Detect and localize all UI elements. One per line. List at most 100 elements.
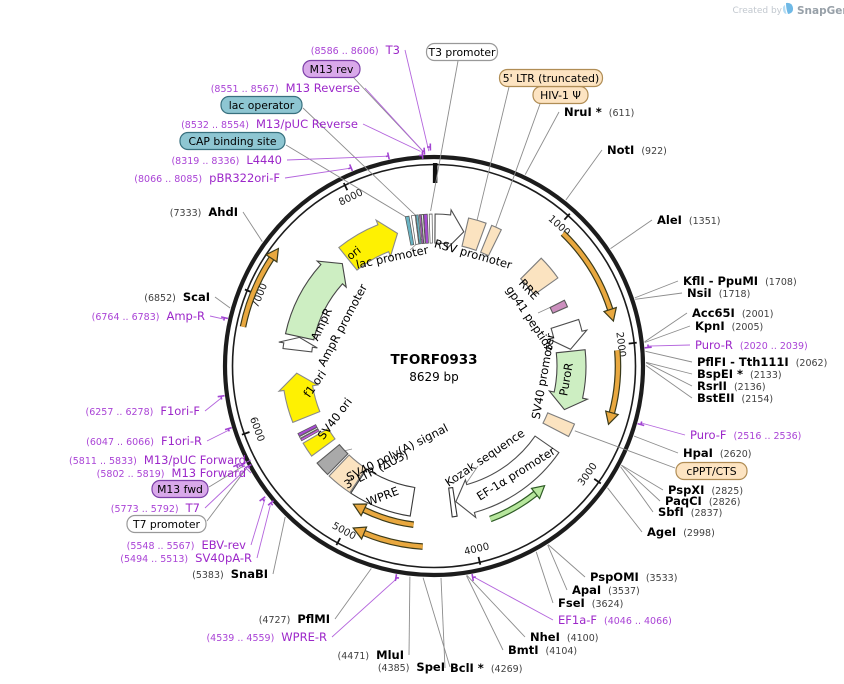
feature-ampR[interactable] bbox=[284, 260, 348, 341]
svg-text:CAP binding site: CAP binding site bbox=[188, 135, 276, 148]
label-rsrii[interactable]: RsrII (2136) bbox=[697, 379, 766, 393]
label-lac-operator[interactable]: lac operator bbox=[220, 95, 303, 115]
label-m13-reverse[interactable]: (8551 .. 8567) M13 Reverse bbox=[211, 81, 360, 95]
label-puro-f[interactable]: Puro-F (2516 .. 2536) bbox=[690, 428, 801, 442]
label-l4440[interactable]: (8319 .. 8336) L4440 bbox=[171, 153, 282, 167]
feature-wpre[interactable] bbox=[350, 468, 416, 517]
feature-f1-ori[interactable] bbox=[277, 372, 321, 424]
primer-site-marks bbox=[217, 143, 652, 582]
feature-ampr-promoter[interactable] bbox=[278, 336, 318, 353]
label-sbfi[interactable]: SbfI (2837) bbox=[658, 505, 722, 519]
feature-5ltr[interactable] bbox=[461, 217, 487, 252]
label-mlui[interactable]: (4471) MluI bbox=[338, 648, 404, 662]
feature-psi[interactable] bbox=[479, 224, 503, 257]
label-m13-rev[interactable]: M13 rev bbox=[302, 59, 361, 79]
label-nrui[interactable]: NruI * (611) bbox=[564, 105, 634, 119]
label-ahdi[interactable]: (7333) AhdI bbox=[170, 205, 238, 219]
label-pflfi[interactable]: PflFI - Tth111I (2062) bbox=[697, 355, 827, 369]
label-pbr322ori-f[interactable]: (8066 .. 8085) pBR322ori-F bbox=[134, 171, 280, 185]
label-cap-binding-site[interactable]: CAP binding site bbox=[179, 131, 286, 151]
feature-m13-site-1[interactable] bbox=[418, 214, 424, 244]
label-hpai[interactable]: HpaI (2620) bbox=[683, 446, 752, 460]
label-noti[interactable]: NotI (922) bbox=[607, 143, 667, 157]
svg-text:lac operator: lac operator bbox=[229, 99, 295, 112]
label-cppt-cts-label[interactable]: cPPT/CTS bbox=[675, 461, 748, 481]
label-hiv1-psi[interactable]: HIV-1 Ψ bbox=[532, 85, 589, 105]
label-ebv-rev[interactable]: (5548 .. 5567) EBV-rev bbox=[127, 538, 247, 552]
label-m13-fwd[interactable]: M13 fwd bbox=[151, 479, 209, 499]
label-nhei[interactable]: NheI (4100) bbox=[530, 630, 598, 644]
feature-label-sv40-promoter[interactable]: SV40 promoter bbox=[529, 332, 558, 420]
feature-cap-binding-site-f[interactable] bbox=[404, 215, 415, 246]
label-agei[interactable]: AgeI (2998) bbox=[647, 525, 715, 539]
feature-sv40-polya[interactable] bbox=[316, 443, 349, 476]
label-apai[interactable]: ApaI (3537) bbox=[572, 583, 640, 597]
feature-t7-m13fwd-site-2[interactable] bbox=[299, 427, 319, 439]
feature-kozak[interactable] bbox=[448, 486, 458, 518]
outer-labels: (8586 .. 8606) T3 M13 rev (8551 .. 8567) M13… bbox=[69, 42, 827, 675]
feature-lac-operator-f[interactable] bbox=[415, 214, 422, 245]
feature-3ltr[interactable] bbox=[328, 454, 367, 494]
label-ef1a-f[interactable]: EF1a-F (4046 .. 4066) bbox=[558, 613, 672, 627]
svg-text:T3 promoter: T3 promoter bbox=[428, 46, 497, 59]
label-pspxi[interactable]: PspXI (2825) bbox=[668, 483, 743, 497]
feature-label-puroR[interactable]: PuroR bbox=[556, 362, 576, 397]
label-paqci[interactable]: PaqCI (2826) bbox=[665, 494, 740, 508]
arrow-head-orf-right-2 bbox=[604, 410, 620, 426]
label-bmti[interactable]: BmtI (4104) bbox=[508, 643, 577, 657]
label-bsteii[interactable]: BstEII (2154) bbox=[697, 391, 773, 405]
label-pspomi[interactable]: PspOMI (3533) bbox=[590, 570, 677, 584]
feature-sv40-ori[interactable] bbox=[302, 427, 336, 457]
feature-m13-site-2[interactable] bbox=[421, 214, 426, 244]
svg-text:T7 promoter: T7 promoter bbox=[132, 518, 201, 531]
feature-cppt[interactable] bbox=[542, 412, 576, 438]
feature-rsv-promoter[interactable] bbox=[434, 208, 465, 251]
plasmid-title: TFORF0933 bbox=[390, 352, 477, 368]
plasmid-backbone bbox=[222, 154, 646, 578]
feature-t7-m13fwd-site-1[interactable] bbox=[300, 428, 320, 442]
feature-gp41[interactable] bbox=[549, 299, 569, 315]
label-bspei[interactable]: BspEI * (2133) bbox=[697, 367, 782, 381]
label-scai[interactable]: (6852) ScaI bbox=[144, 290, 210, 304]
label-f1ori-r[interactable]: (6047 .. 6066) F1ori-R bbox=[86, 434, 202, 448]
feature-label-sv40-ori[interactable]: SV40 ori bbox=[315, 395, 355, 442]
label-kpni[interactable]: KpnI (2005) bbox=[695, 319, 763, 333]
label-sv40pa-r[interactable]: (5494 .. 5513) SV40pA-R bbox=[120, 551, 252, 565]
label-spei[interactable]: (4385) SpeI bbox=[378, 660, 445, 674]
label-nsii[interactable]: NsiI (1718) bbox=[687, 286, 750, 300]
feature-t7-m13fwd-site-3[interactable] bbox=[297, 424, 318, 437]
label-pflmi[interactable]: (4727) PflMI bbox=[259, 612, 330, 626]
label-t3-promoter[interactable]: T3 promoter bbox=[425, 42, 499, 62]
feature-m13-site-3[interactable] bbox=[423, 213, 429, 244]
arrow-head-orf-bottom-inner bbox=[352, 503, 368, 517]
label-leader-lines bbox=[204, 49, 693, 669]
svg-text:HIV-1 Ψ: HIV-1 Ψ bbox=[540, 89, 581, 102]
label-m13-puc-forward[interactable]: (5811 .. 5833) M13/pUC Forward bbox=[69, 453, 246, 467]
label-5ltr-label[interactable]: 5' LTR (truncated) bbox=[498, 68, 604, 88]
label-t7-promoter[interactable]: T7 promoter bbox=[126, 514, 207, 534]
feature-puroR[interactable] bbox=[547, 349, 590, 411]
watermark-created-by: Created by bbox=[732, 6, 782, 16]
label-alei[interactable]: AleI (1351) bbox=[657, 213, 721, 227]
label-f1ori-f[interactable]: (6257 .. 6278) F1ori-F bbox=[85, 404, 200, 418]
features bbox=[277, 208, 590, 519]
feature-ori[interactable] bbox=[338, 218, 399, 271]
label-snabi[interactable]: (5383) SnaBI bbox=[192, 567, 268, 581]
label-kfli[interactable]: KflI - PpuMI (1708) bbox=[683, 274, 797, 288]
feature-rre[interactable] bbox=[519, 257, 559, 296]
label-acc65i[interactable]: Acc65I (2001) bbox=[692, 306, 773, 320]
feature-sv40-promoter[interactable] bbox=[547, 318, 589, 350]
label-m13-puc-reverse[interactable]: (8532 .. 8554) M13/pUC Reverse bbox=[181, 117, 358, 131]
label-wpre-r[interactable]: (4539 .. 4559) WPRE-R bbox=[206, 630, 327, 644]
label-puro-r[interactable]: Puro-R (2020 .. 2039) bbox=[695, 338, 808, 352]
label-t3[interactable]: (8586 .. 8606) T3 bbox=[311, 43, 400, 57]
feature-lac-promoter[interactable] bbox=[411, 214, 420, 245]
label-fsei[interactable]: FseI (3624) bbox=[558, 596, 623, 610]
feature-ef1a-promoter[interactable] bbox=[455, 435, 560, 519]
feature-t3-promoter-f[interactable] bbox=[428, 213, 433, 244]
label-amp-r[interactable]: (6764 .. 6783) Amp-R bbox=[92, 309, 205, 323]
label-bcli[interactable]: BclI * (4269) bbox=[450, 661, 522, 675]
label-m13-forward[interactable]: (5802 .. 5819) M13 Forward bbox=[97, 466, 246, 480]
feature-label-sv40-polya[interactable]: SV40 poly(A) signal bbox=[344, 421, 450, 484]
label-t7[interactable]: (5773 .. 5792) T7 bbox=[111, 501, 200, 515]
